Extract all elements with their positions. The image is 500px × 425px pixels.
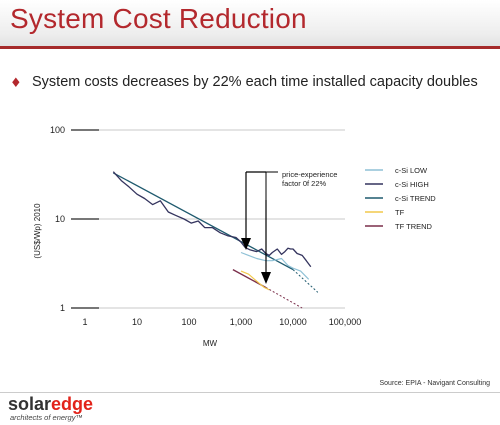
series-line-c-si-high [112,171,312,268]
y-tick-label: 100 [50,125,65,135]
experience-curve-chart: 1 10 100 1 10 100 1,000 10,000 100,000 MW (US$/Wp)… [33,125,436,348]
footer-divider [0,392,500,393]
annotation-line-2: factor 0f 22% [282,179,327,188]
x-axis-label: MW [203,339,218,348]
series-line-tf [240,270,270,291]
annotation-line-1: price-experience [282,170,337,179]
x-tick-label: 10,000 [279,317,307,327]
series-line-c-si-low [240,251,310,280]
logo-wordmark: solaredge [8,394,93,415]
x-tick-label: 1,000 [230,317,253,327]
x-tick-label: 100 [181,317,196,327]
annotation-layer: price-experience factor 0f 22% [241,170,337,284]
trend-extension-line [292,269,319,293]
y-tick-label: 10 [55,214,65,224]
title-divider [0,46,500,49]
logo-tagline: architects of energy™ [10,413,83,422]
series-line-c-si-trend [112,172,294,271]
annotation-arrowhead-2 [261,272,271,284]
page-title: System Cost Reduction [10,3,307,34]
legend-label: TF [395,208,405,217]
logo-solar: solar [8,394,52,414]
grid-layer [73,129,345,309]
legend-label: c-Si HIGH [395,180,429,189]
legend: c-Si LOW c-Si HIGH c-Si TREND TF TF TREND [365,166,436,231]
series-layer [112,171,319,309]
source-note: Source: EPIA - Navigant Consulting [379,380,490,387]
trend-extension-line [265,287,303,309]
solaredge-logo: solaredge architects of energy™ [8,394,118,422]
legend-label: TF TREND [395,222,433,231]
annotation-arrowhead-1 [241,238,251,250]
logo-edge: edge [51,394,94,414]
y-tick-label: 1 [60,303,65,313]
title-bar: System Cost Reduction [0,0,500,46]
annotation-bracket [265,171,278,200]
axis-layer: 1 10 100 1 10 100 1,000 10,000 100,000 MW (US$/Wp)… [33,125,361,348]
x-tick-label: 1 [82,317,87,327]
bullet-text: System costs decreases by 22% each time … [32,74,478,90]
legend-label: c-Si LOW [395,166,428,175]
bullet-marker-icon: ♦ [10,76,22,91]
y-axis-label: (US$/Wp) 2010 [33,203,42,259]
legend-label: c-Si TREND [395,194,436,203]
x-tick-label: 100,000 [329,317,362,327]
x-tick-label: 10 [132,317,142,327]
